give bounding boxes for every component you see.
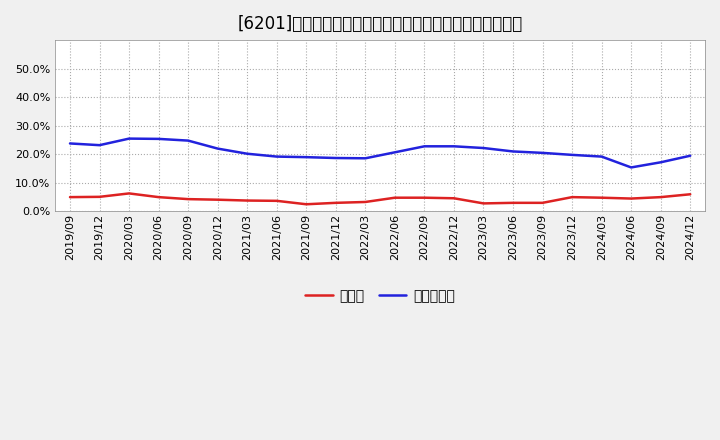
現須金: [95, 194, 104, 199]
現須金: [568, 194, 577, 200]
有利子負債: [331, 155, 340, 161]
有利子負債: [480, 145, 488, 150]
有利子負債: [390, 150, 399, 155]
有利子負債: [686, 153, 695, 158]
有利子負債: [302, 154, 310, 160]
現須金: [509, 200, 518, 205]
有利子負債: [420, 144, 428, 149]
現須金: [302, 202, 310, 207]
Line: 現須金: 現須金: [70, 194, 690, 204]
有利子負債: [243, 151, 251, 156]
現須金: [598, 195, 606, 200]
現須金: [390, 195, 399, 200]
現須金: [539, 200, 547, 205]
現須金: [272, 198, 281, 203]
有利子負債: [184, 138, 192, 143]
現須金: [243, 198, 251, 203]
現須金: [331, 200, 340, 205]
現須金: [480, 201, 488, 206]
有利子負債: [598, 154, 606, 159]
有利子負債: [66, 141, 74, 146]
有利子負債: [125, 136, 133, 141]
有利子負債: [95, 143, 104, 148]
有利子負債: [272, 154, 281, 159]
現須金: [154, 194, 163, 200]
Legend: 現須金, 有利子負債: 現須金, 有利子負債: [300, 283, 461, 308]
有利子負債: [509, 149, 518, 154]
有利子負債: [361, 156, 369, 161]
現須金: [686, 192, 695, 197]
現須金: [627, 196, 636, 201]
有利子負債: [449, 144, 458, 149]
有利子負債: [627, 165, 636, 170]
有利子負債: [568, 152, 577, 158]
有利子負債: [154, 136, 163, 142]
Title: [6201]　現須金、有利子負債の総資産に対する比率の推移: [6201] 現須金、有利子負債の総資産に対する比率の推移: [238, 15, 523, 33]
現須金: [361, 199, 369, 205]
有利子負債: [539, 150, 547, 155]
現須金: [420, 195, 428, 200]
現須金: [184, 197, 192, 202]
現須金: [125, 191, 133, 196]
有利子負債: [657, 160, 665, 165]
有利子負債: [213, 146, 222, 151]
現須金: [213, 197, 222, 202]
現須金: [657, 194, 665, 200]
現須金: [66, 194, 74, 200]
現須金: [449, 196, 458, 201]
Line: 有利子負債: 有利子負債: [70, 139, 690, 168]
